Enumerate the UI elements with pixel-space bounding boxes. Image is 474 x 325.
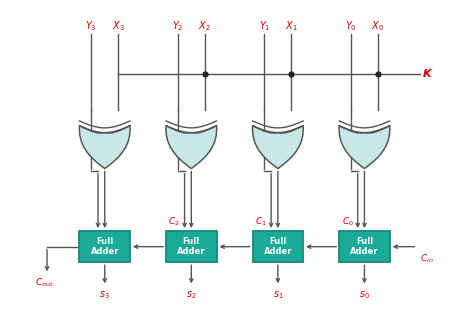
Text: $Y_1$: $Y_1$ — [259, 19, 270, 32]
FancyBboxPatch shape — [339, 231, 390, 262]
Text: $C_1$: $C_1$ — [255, 215, 267, 228]
FancyBboxPatch shape — [80, 231, 130, 262]
Text: $X_0$: $X_0$ — [372, 19, 384, 32]
Text: Full
Adder: Full Adder — [350, 237, 379, 256]
Text: $Y_3$: $Y_3$ — [85, 19, 97, 32]
Text: $s_2$: $s_2$ — [186, 289, 197, 301]
Text: K: K — [423, 69, 432, 79]
Text: $C_2$: $C_2$ — [168, 215, 180, 228]
Text: Full
Adder: Full Adder — [264, 237, 292, 256]
FancyBboxPatch shape — [253, 231, 303, 262]
PathPatch shape — [253, 126, 303, 168]
Text: $Y_0$: $Y_0$ — [345, 19, 357, 32]
Text: $Y_2$: $Y_2$ — [172, 19, 183, 32]
Text: $C_{out}$: $C_{out}$ — [35, 277, 54, 289]
Text: $C_{in}$: $C_{in}$ — [420, 253, 433, 265]
PathPatch shape — [79, 126, 130, 168]
FancyBboxPatch shape — [166, 231, 217, 262]
Text: $s_0$: $s_0$ — [359, 289, 370, 301]
Text: $C_0$: $C_0$ — [342, 215, 354, 228]
Text: $s_1$: $s_1$ — [273, 289, 283, 301]
Text: $s_3$: $s_3$ — [100, 289, 110, 301]
Text: Full
Adder: Full Adder — [91, 237, 119, 256]
Text: Full
Adder: Full Adder — [177, 237, 206, 256]
Text: $X_1$: $X_1$ — [285, 19, 298, 32]
Text: $X_2$: $X_2$ — [199, 19, 211, 32]
PathPatch shape — [166, 126, 217, 168]
PathPatch shape — [339, 126, 390, 168]
Text: $X_3$: $X_3$ — [112, 19, 125, 32]
